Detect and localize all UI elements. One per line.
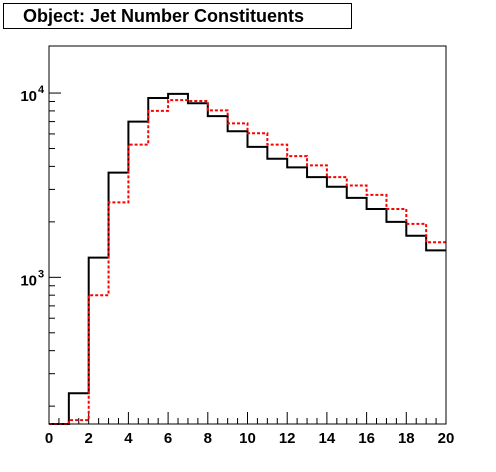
series-layer [49, 92, 446, 425]
x-tick-label: 14 [319, 430, 336, 447]
x-tick-label: 6 [164, 430, 172, 447]
y-tick-label-base: 10 [20, 272, 37, 289]
chart-title: Object: Jet Number Constituents [23, 5, 305, 26]
x-tick-label: 16 [358, 430, 375, 447]
series-line-1 [49, 99, 446, 425]
chart-title-box: Object: Jet Number Constituents [3, 3, 352, 29]
y-tick-label-base: 10 [20, 88, 37, 105]
x-tick-label: 8 [204, 430, 212, 447]
x-tick-label: 10 [239, 430, 256, 447]
x-tick-label: 0 [45, 430, 53, 447]
y-tick-label-exponent: 4 [38, 84, 45, 96]
axis-ticks [48, 92, 447, 424]
x-tick-label: 20 [438, 430, 455, 447]
x-tick-label: 2 [85, 430, 93, 447]
x-tick-label: 12 [279, 430, 296, 447]
y-tick-label-exponent: 3 [38, 268, 44, 280]
x-tick-label: 18 [398, 430, 415, 447]
plot-frame [48, 45, 447, 425]
x-tick-label: 4 [124, 430, 133, 447]
series-line-0 [49, 92, 446, 425]
